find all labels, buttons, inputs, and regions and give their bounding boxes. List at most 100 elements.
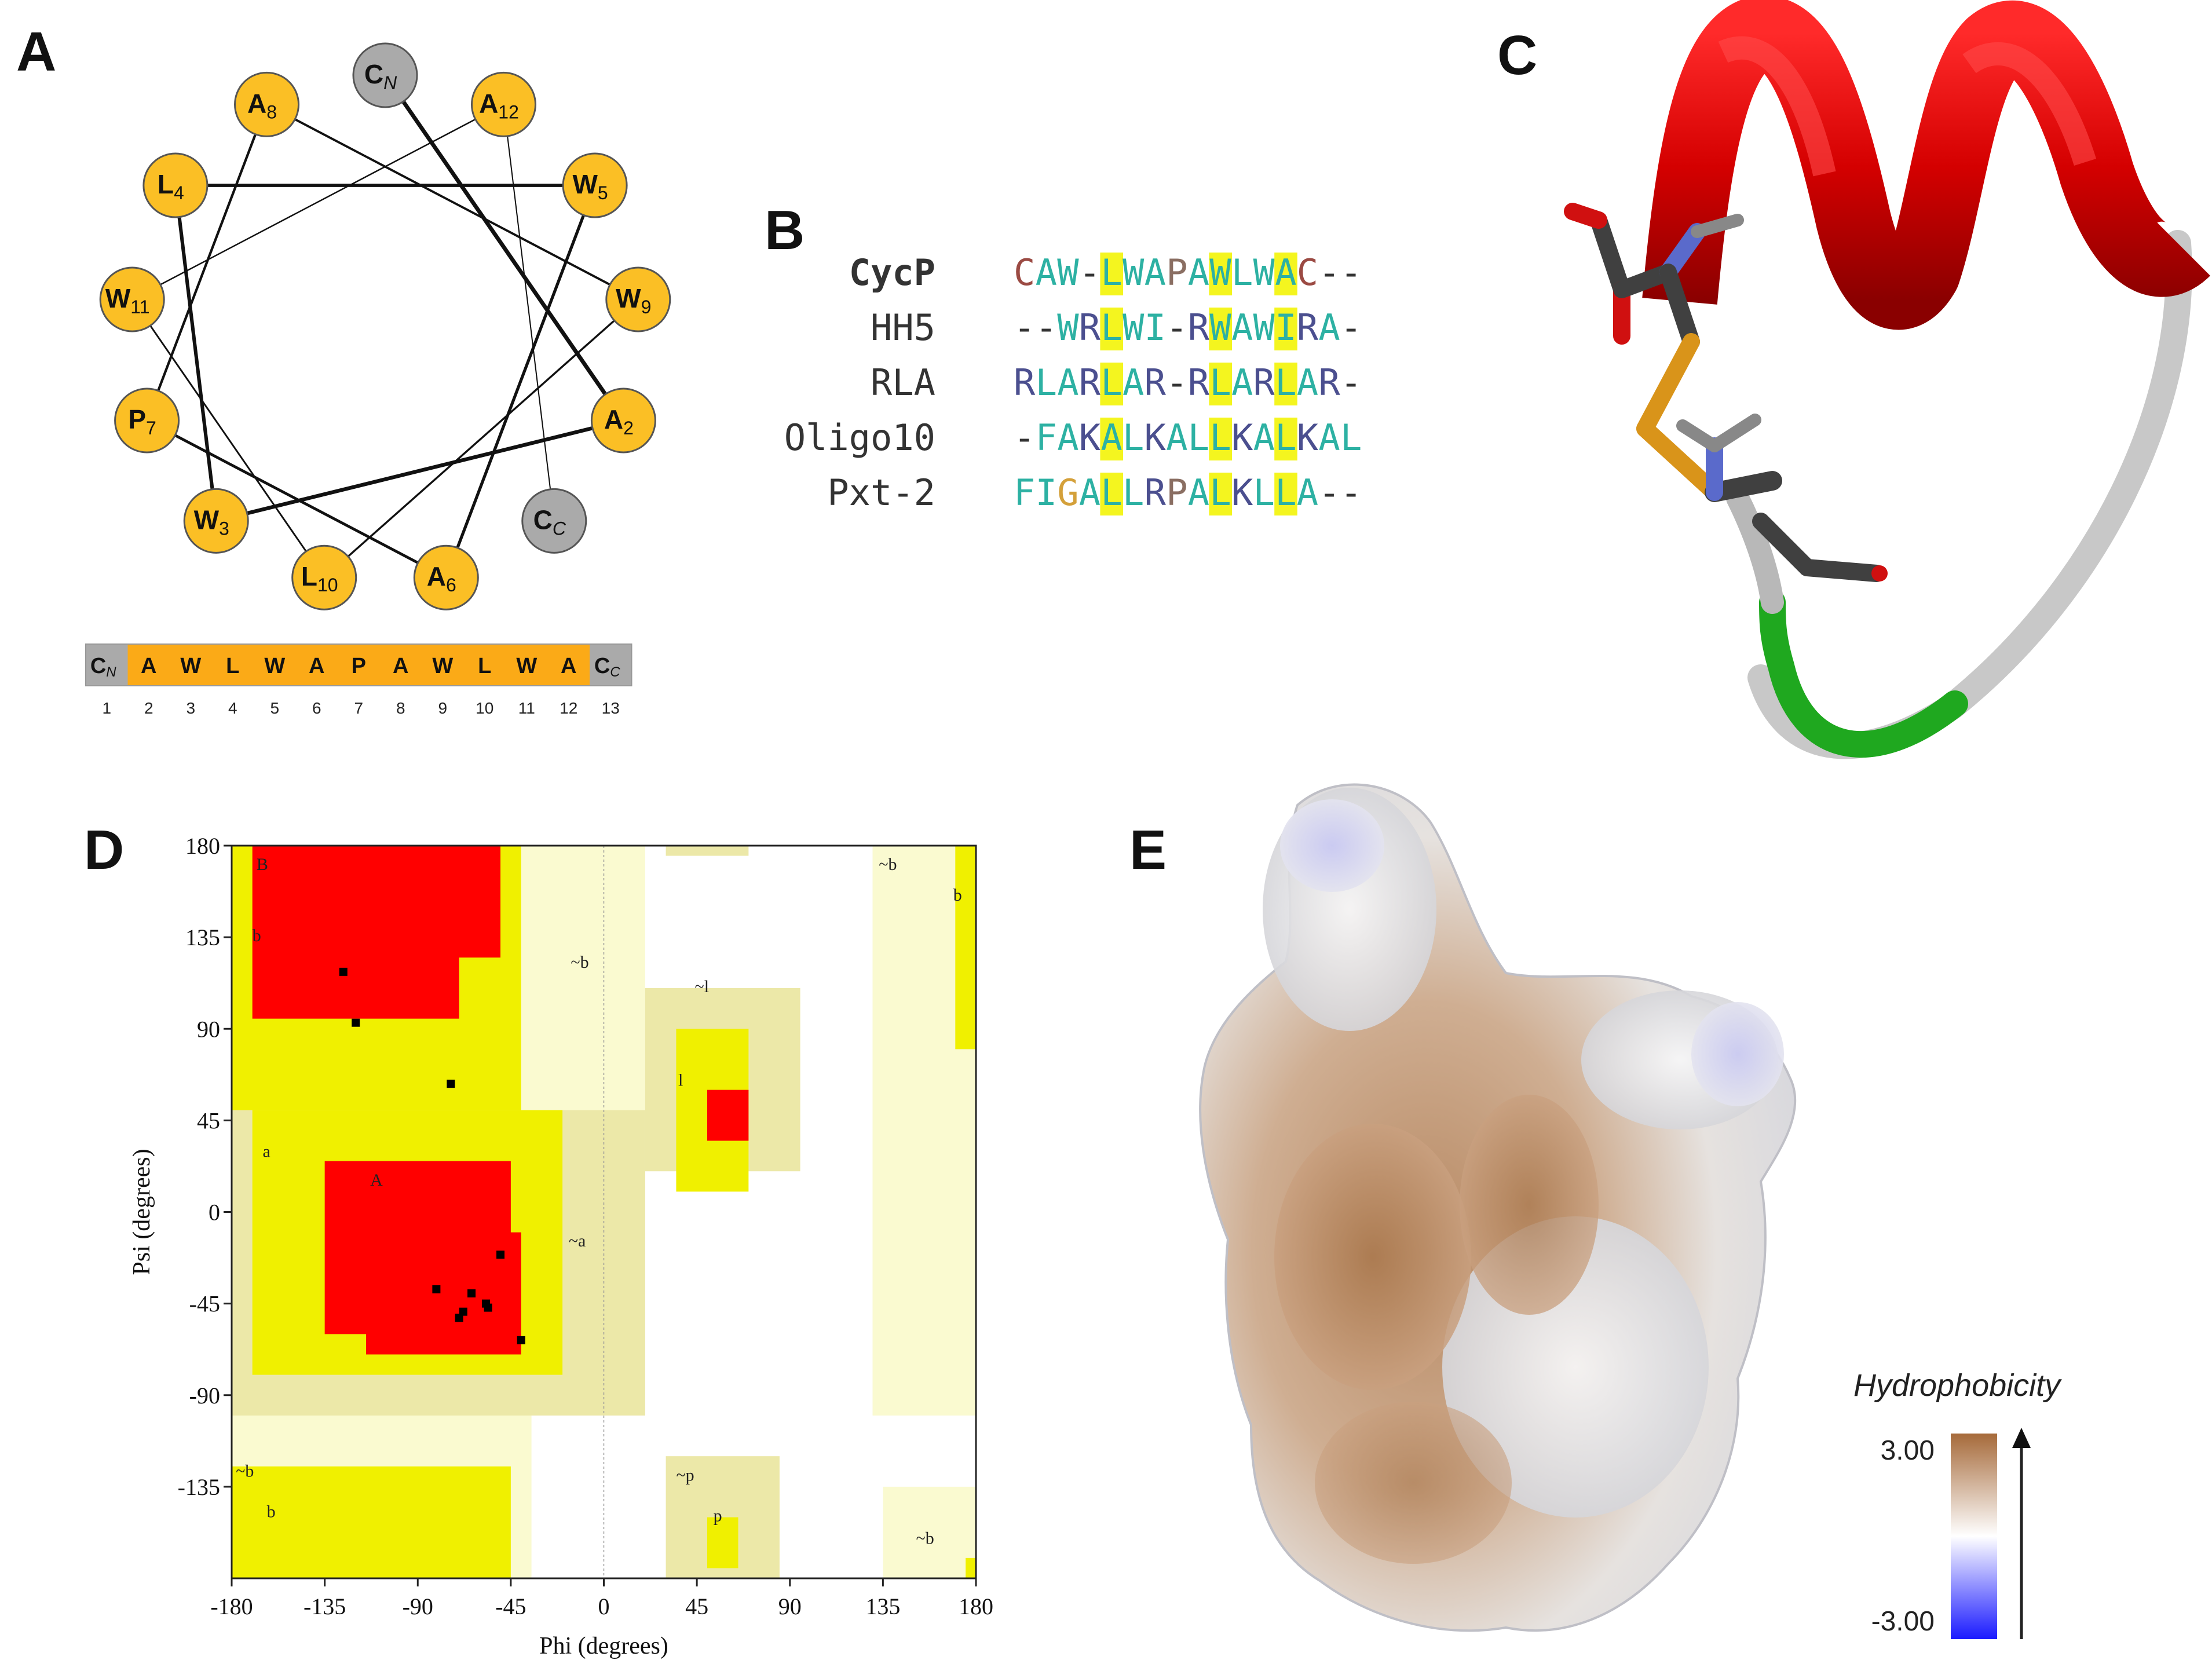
region-allowed (232, 1466, 511, 1578)
alignment-residue: W (1057, 306, 1079, 349)
alignment-residue: P (1166, 251, 1187, 294)
surface-brown-lobe-2 (1460, 1095, 1599, 1315)
alignment-row-name: HH5 (871, 306, 935, 349)
alpha-helix (1642, 0, 2210, 330)
wheel-residue-label: P7 (128, 404, 156, 438)
region-core (366, 1232, 521, 1355)
alignment-highlight (1100, 363, 1123, 405)
alignment-residue: L (1100, 471, 1122, 514)
sequence-letter: W (432, 654, 453, 678)
wheel-residue-circle (291, 544, 357, 610)
alignment-highlight (1274, 308, 1297, 350)
coil-green (1759, 589, 1968, 758)
sequence-letter: P (352, 654, 366, 678)
ramachandran-point (447, 1080, 455, 1088)
helical-wheel-connections (131, 74, 639, 579)
sequence-alignment: CycP C A W - L W A P A W L W A C - -HH5- - W R L W I - R W A W I R A -R… (784, 251, 1362, 515)
sequence-letter: L (226, 654, 239, 678)
wheel-residue-circle (413, 544, 479, 610)
alignment-residue: A (1166, 416, 1187, 459)
alignment-residue: R (1188, 306, 1210, 349)
sequence-position: 13 (602, 699, 620, 717)
surface-blue-tip (1280, 799, 1384, 892)
alignment-residue: A (1057, 361, 1078, 404)
surface-brown-lobe-3 (1315, 1402, 1512, 1564)
sequence-position: 8 (396, 699, 405, 717)
hydrophobicity-title: Hydrophobicity (1853, 1368, 2062, 1403)
alignment-residue: A (1231, 306, 1253, 349)
region-allowed (966, 1557, 976, 1578)
alignment-residue: - (1340, 361, 1362, 404)
alignment-residue: R (1297, 306, 1319, 349)
wheel-residue: A8 (234, 71, 300, 137)
alignment-residue: A (1188, 251, 1209, 294)
region-label: ~l (695, 977, 710, 996)
alignment-residue: L (1100, 306, 1122, 349)
sequence-cell (211, 644, 254, 686)
wheel-residue-label: CC (533, 504, 566, 539)
alignment-highlight (1274, 253, 1297, 295)
sequence-cell (170, 644, 212, 686)
sequence-position: 6 (312, 699, 321, 717)
sequence-position: 1 (102, 699, 111, 717)
wheel-connection (173, 185, 218, 521)
sequence-letter: A (309, 654, 324, 678)
alignment-residue: K (1231, 471, 1253, 514)
alignment-highlight (1274, 363, 1297, 405)
wheel-connection (383, 74, 626, 422)
surface-brown-lobe-1 (1274, 1124, 1471, 1390)
alignment-highlight (1209, 473, 1232, 515)
alignment-row-name: CycP (849, 251, 935, 294)
y-tick-label: -45 (189, 1291, 220, 1317)
hydrophobicity-min: -3.00 (1871, 1606, 1935, 1637)
alignment-residue: R (1079, 306, 1101, 349)
alignment-residue: A (1100, 416, 1122, 459)
ramachandran-point (484, 1303, 492, 1312)
wheel-residue-circle (183, 488, 249, 554)
alignment-residue: A (1145, 251, 1166, 294)
sequence-bar-border (85, 643, 632, 686)
alignment-residue: R (1145, 471, 1167, 514)
alignment-residue: L (1100, 361, 1122, 404)
alignment-highlight (1209, 418, 1232, 460)
sequence-position: 3 (186, 699, 195, 717)
sequence-cell (338, 644, 380, 686)
region-label: ~p (676, 1465, 694, 1484)
alignment-residue: - (1340, 251, 1362, 294)
ramachandran-point (459, 1307, 467, 1316)
ramachandran-point (455, 1314, 463, 1322)
alignment-residue: W (1253, 306, 1275, 349)
region-generous (883, 1486, 976, 1578)
wheel-residue: L10 (291, 544, 357, 610)
panel-label-b: B (765, 199, 805, 261)
alignment-residue: L (1036, 361, 1057, 404)
sequence-cell (254, 644, 296, 686)
region-label: l (678, 1071, 683, 1090)
x-tick-label: 90 (778, 1593, 802, 1619)
alignment-residue: L (1275, 471, 1296, 514)
wheel-residue-circle (470, 71, 536, 137)
alignment-residue: F (1014, 471, 1035, 514)
ramachandran-points (339, 967, 525, 1344)
alignment-highlight (1274, 473, 1297, 515)
region-label: ~a (569, 1231, 586, 1250)
region-allowed (707, 1517, 738, 1568)
hydrophobicity-colorbar (1951, 1434, 1997, 1639)
alignment-residue: L (1209, 416, 1231, 459)
wheel-residue-label: A6 (427, 561, 456, 595)
alignment-residue: A (1253, 416, 1275, 459)
ramachandran-axes: -180 -135 -90 -45 0 45 90 135 180 180 135 90 45 0 -45 -… (129, 833, 993, 1659)
alignment-residue: R (1014, 361, 1036, 404)
region-label: p (714, 1507, 722, 1526)
alignment-residue: W (1253, 251, 1275, 294)
sequence-bar: CN A W L W A P A W L W A CC1 2 3 4 5 6 7 8 9 10 11 12 13 (85, 643, 632, 717)
region-label: a (263, 1142, 270, 1161)
ramachandran-point (432, 1285, 441, 1294)
wheel-residue: CN (352, 42, 418, 108)
region-label: b (953, 886, 962, 905)
alignment-residue: W (1209, 251, 1231, 294)
ramachandran-regions (231, 844, 977, 1579)
region-label: b (253, 926, 261, 945)
wheel-residue-circle (521, 488, 587, 554)
